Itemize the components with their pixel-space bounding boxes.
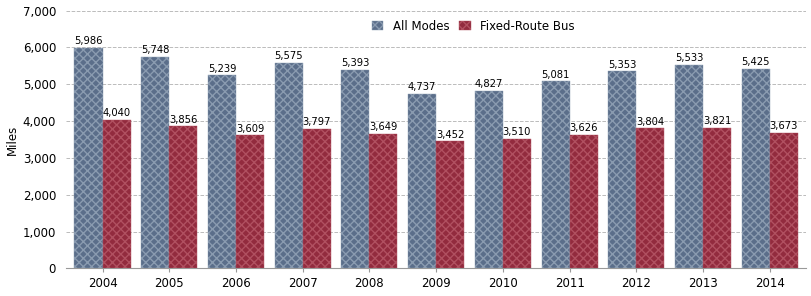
Text: 4,827: 4,827 — [474, 79, 502, 89]
Text: 3,452: 3,452 — [436, 130, 464, 140]
Text: 3,821: 3,821 — [702, 116, 731, 126]
Bar — [369, 134, 397, 268]
Text: 3,510: 3,510 — [502, 128, 530, 137]
Legend: All Modes, Fixed-Route Bus: All Modes, Fixed-Route Bus — [367, 17, 577, 36]
Bar — [141, 57, 169, 268]
Text: 3,856: 3,856 — [169, 115, 197, 125]
Text: 3,804: 3,804 — [636, 117, 663, 127]
Text: 5,575: 5,575 — [274, 52, 303, 61]
Text: 5,533: 5,533 — [674, 53, 702, 63]
Text: 3,649: 3,649 — [369, 122, 397, 132]
Bar — [502, 139, 530, 268]
Bar — [169, 126, 197, 268]
Text: 5,353: 5,353 — [607, 59, 636, 70]
Y-axis label: Miles: Miles — [6, 124, 19, 155]
Text: 5,081: 5,081 — [541, 70, 569, 80]
Bar — [341, 70, 369, 268]
Bar — [408, 94, 436, 268]
Text: 5,986: 5,986 — [74, 36, 103, 46]
Bar — [541, 81, 569, 268]
Text: 3,673: 3,673 — [769, 121, 797, 131]
Text: 3,797: 3,797 — [302, 117, 331, 127]
Text: 4,040: 4,040 — [102, 108, 131, 118]
Text: 3,609: 3,609 — [235, 124, 264, 134]
Text: 5,393: 5,393 — [341, 58, 369, 68]
Bar — [769, 133, 796, 268]
Bar — [569, 135, 597, 268]
Bar — [75, 48, 102, 268]
Text: 5,748: 5,748 — [141, 45, 169, 55]
Text: 4,737: 4,737 — [407, 82, 436, 92]
Bar — [436, 141, 464, 268]
Bar — [702, 128, 730, 268]
Bar — [740, 69, 769, 268]
Bar — [607, 71, 636, 268]
Bar — [236, 136, 264, 268]
Bar — [474, 91, 502, 268]
Text: 5,239: 5,239 — [208, 64, 236, 74]
Bar — [303, 128, 330, 268]
Text: 5,425: 5,425 — [740, 57, 769, 67]
Bar — [274, 63, 303, 268]
Bar — [208, 75, 236, 268]
Bar — [674, 65, 702, 268]
Bar — [102, 120, 131, 268]
Bar — [636, 128, 663, 268]
Text: 3,626: 3,626 — [569, 123, 597, 133]
